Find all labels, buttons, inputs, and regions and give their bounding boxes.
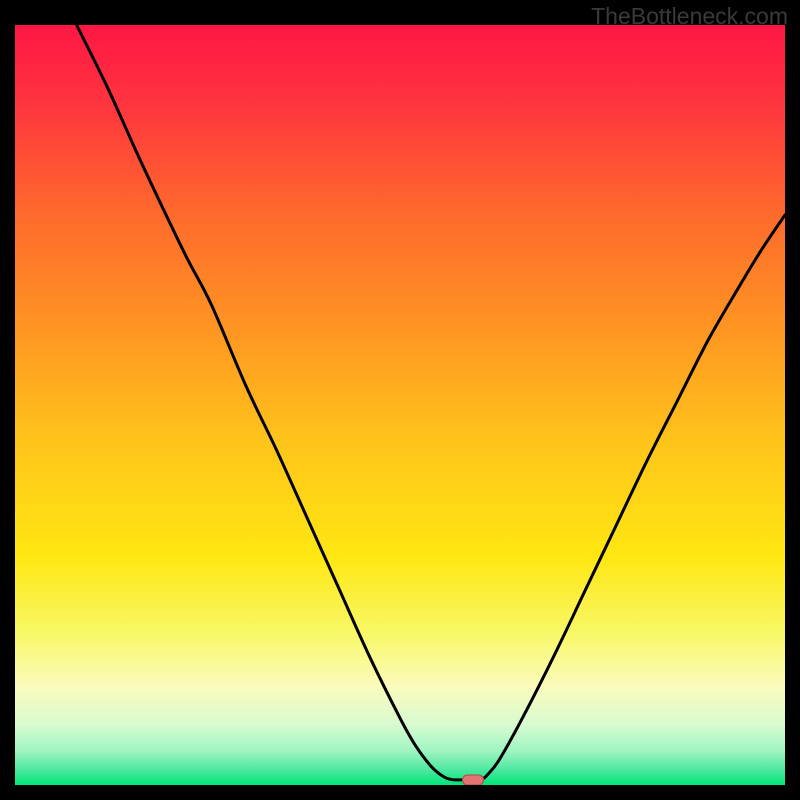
watermark-text: TheBottleneck.com bbox=[591, 3, 788, 30]
curve-path bbox=[77, 25, 785, 780]
bottleneck-curve bbox=[15, 25, 785, 785]
plot-area bbox=[15, 25, 785, 785]
optimum-marker bbox=[462, 774, 484, 785]
chart-stage: TheBottleneck.com bbox=[0, 0, 800, 800]
